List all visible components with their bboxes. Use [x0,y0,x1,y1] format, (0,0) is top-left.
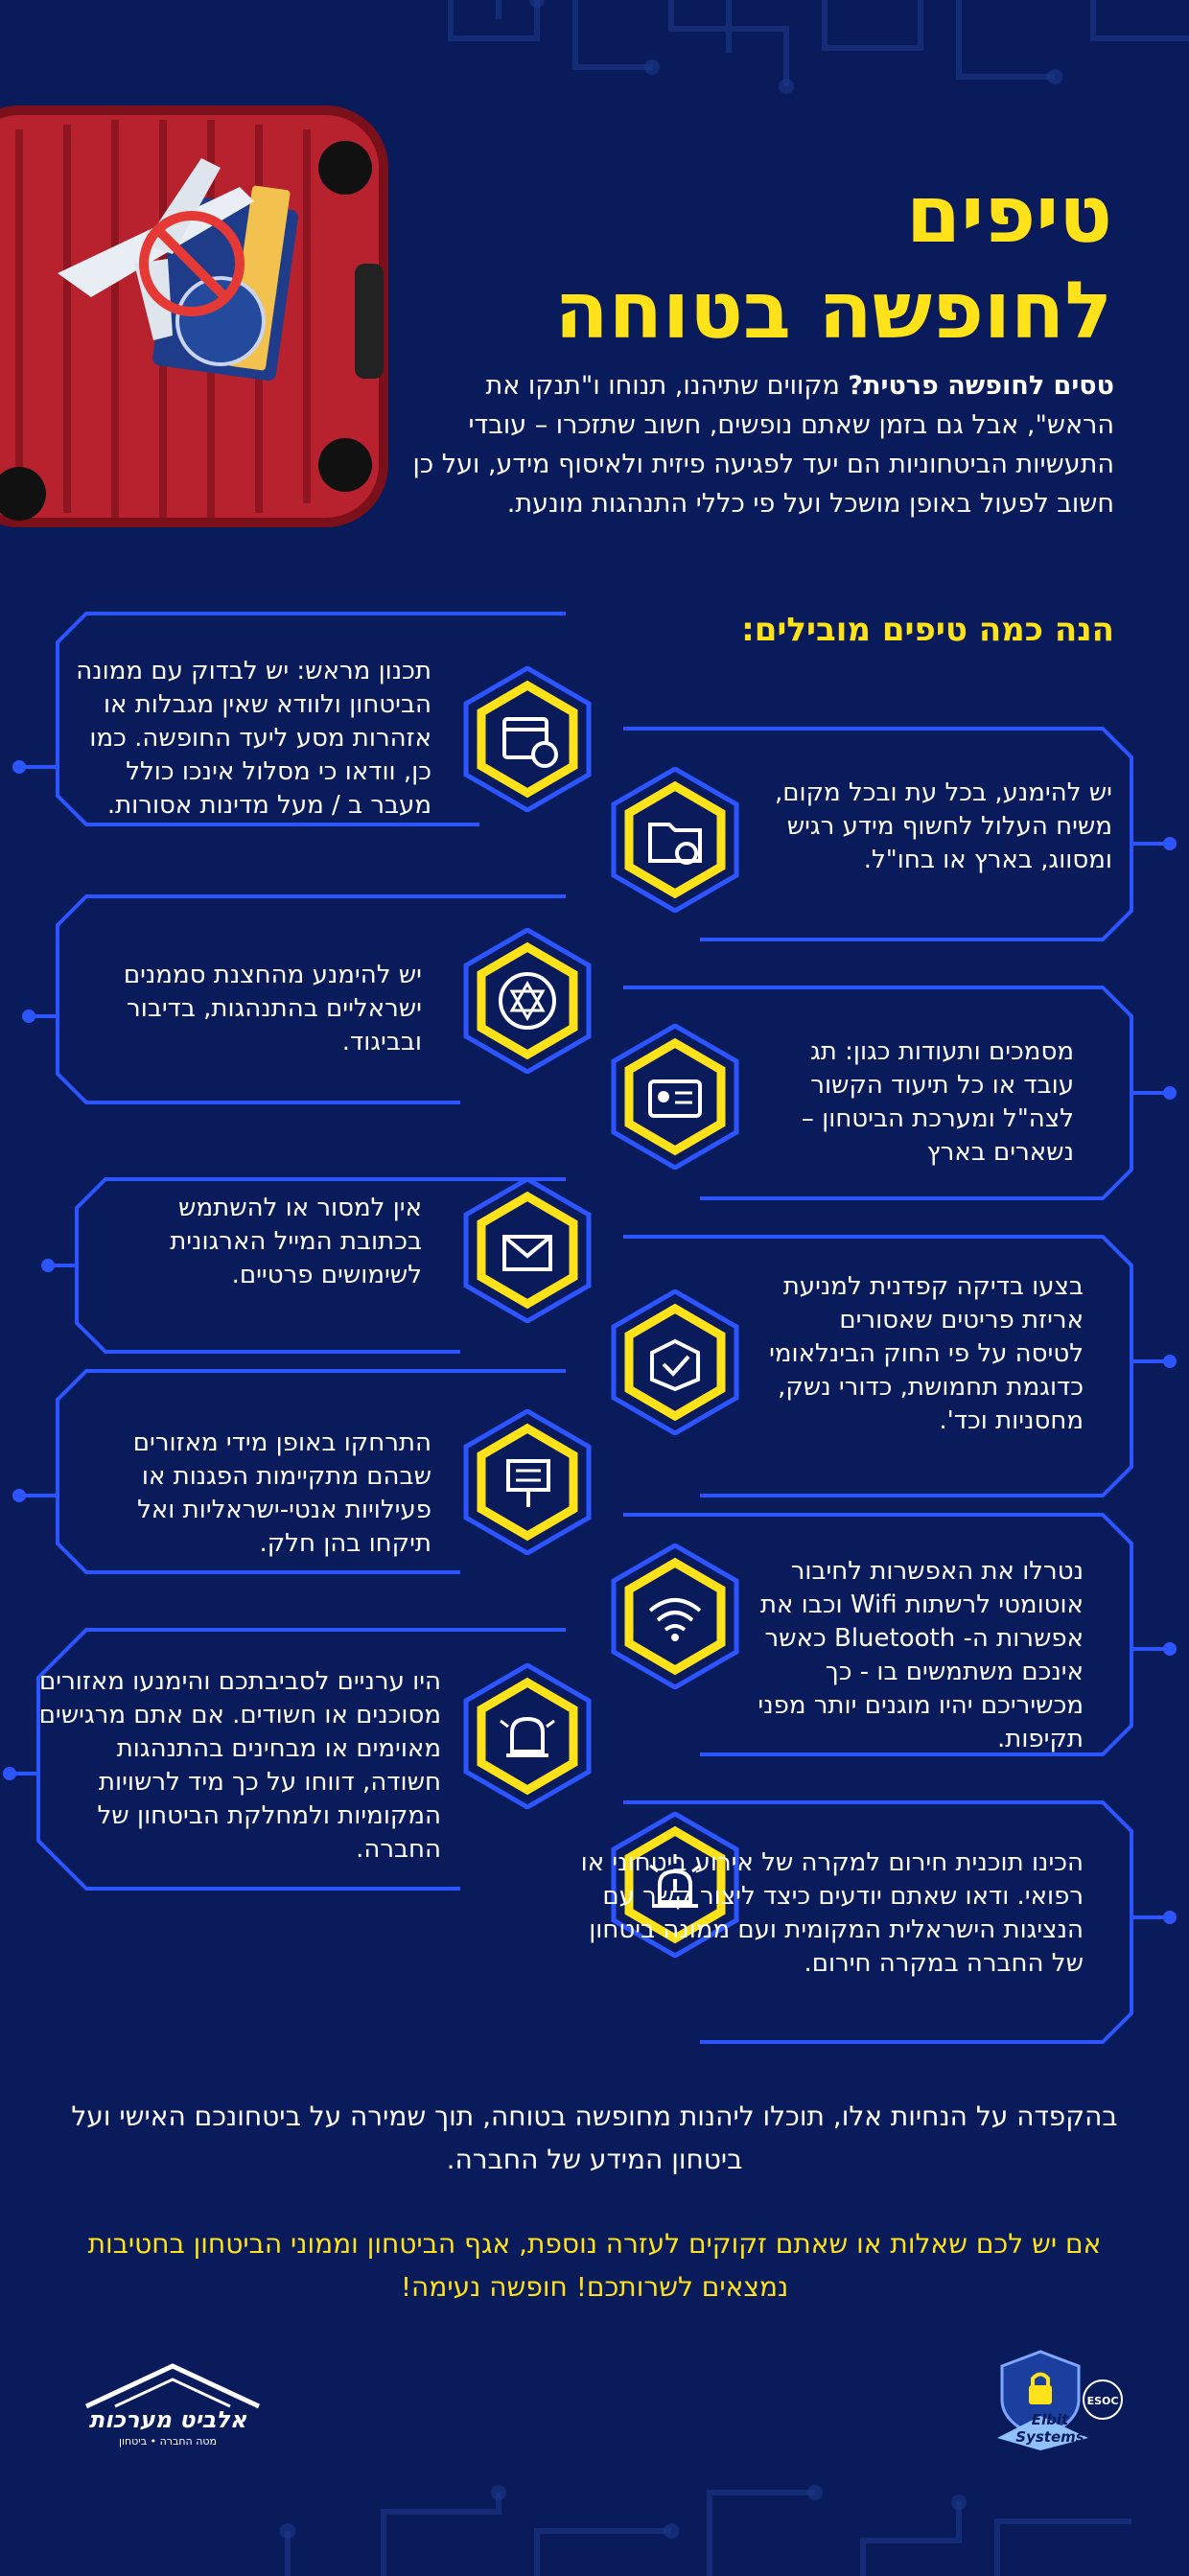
tip-9-text: היו ערניים לסביבתכם והימנעו מאזורים מסוכ… [38,1667,441,1864]
tip-1-text: תכנון מראש: יש לבדוק עם ממונה הביטחון ול… [76,657,431,820]
elbit-hebrew-logo-icon [84,2363,261,2409]
intro-lead: טסים לחופשה פרטית? [848,371,1114,401]
tip-7-text: התרחקו באופן מידי מאזורים שבהם מתקיימות … [132,1428,431,1558]
tip-8-text: נטרלו את האפשרות לחיבור אוטומטי לרשתות W… [758,1557,1084,1753]
tip-10-text: הכינו תוכנית חירום למקרה של אירוע ביטחונ… [580,1848,1084,1978]
tips-subheading: הנה כמה טיפים מובילים: [741,611,1114,649]
footer-summary: בהקפדה על הנחיות אלו, תוכלו ליהנות מחופש… [71,2100,1118,2175]
title-line-2: לחופשה בטוחה [554,266,1112,357]
logo-left-name: אלביט מערכות [88,2406,247,2433]
calendar-clock-icon [463,666,592,812]
esoc-badge: ESOC [1087,2395,1119,2407]
footer-contact: אם יש לכם שאלות או שאתם זקוקים לעזרה נוס… [87,2228,1102,2303]
wifi-icon [611,1543,739,1689]
star-of-david-icon [463,928,592,1074]
classified-folder-icon [611,767,739,913]
package-check-icon [611,1289,739,1435]
tip-6-text: בצעו בדיקה קפדנית למניעת אריזת פריטים שא… [769,1272,1084,1435]
tip-5-text: אין למסור או להשתמש בכתובת המייל הארגוני… [170,1194,422,1289]
emergency-siren-icon [611,1812,739,1958]
protest-sign-icon [463,1409,592,1555]
logo-left-tagline: מטה החברה • ביטחון [118,2435,218,2448]
tip-3-text: יש להימנע מהחצנת סממנים ישראליים בהתנהגו… [123,961,422,1056]
tip-4-text: מסמכים ותעודות כגון: תג עובד או כל תיעוד… [801,1037,1074,1167]
page-title: טיפים לחופשה בטוחה [441,168,1112,360]
alarm-bell-icon [463,1663,592,1809]
title-line-1: טיפים [905,170,1112,261]
id-badge-icon [611,1024,739,1170]
elbit-systems-logo-icon: ESOC [997,2350,1123,2450]
email-icon [463,1177,592,1323]
intro-paragraph: טסים לחופשה פרטית? מקווים שתיהנו, תנוחו … [405,366,1115,523]
logo-right-name: Elbit Systems [1015,2411,1084,2446]
tip-2-text: יש להימנע, בכל עת ובכל מקום, משיח העלול … [774,778,1112,874]
intro-body: מקווים שתיהנו, תנוחו ו"תנקו את הראש", אב… [412,371,1115,519]
suitcase-illustration [0,105,388,527]
